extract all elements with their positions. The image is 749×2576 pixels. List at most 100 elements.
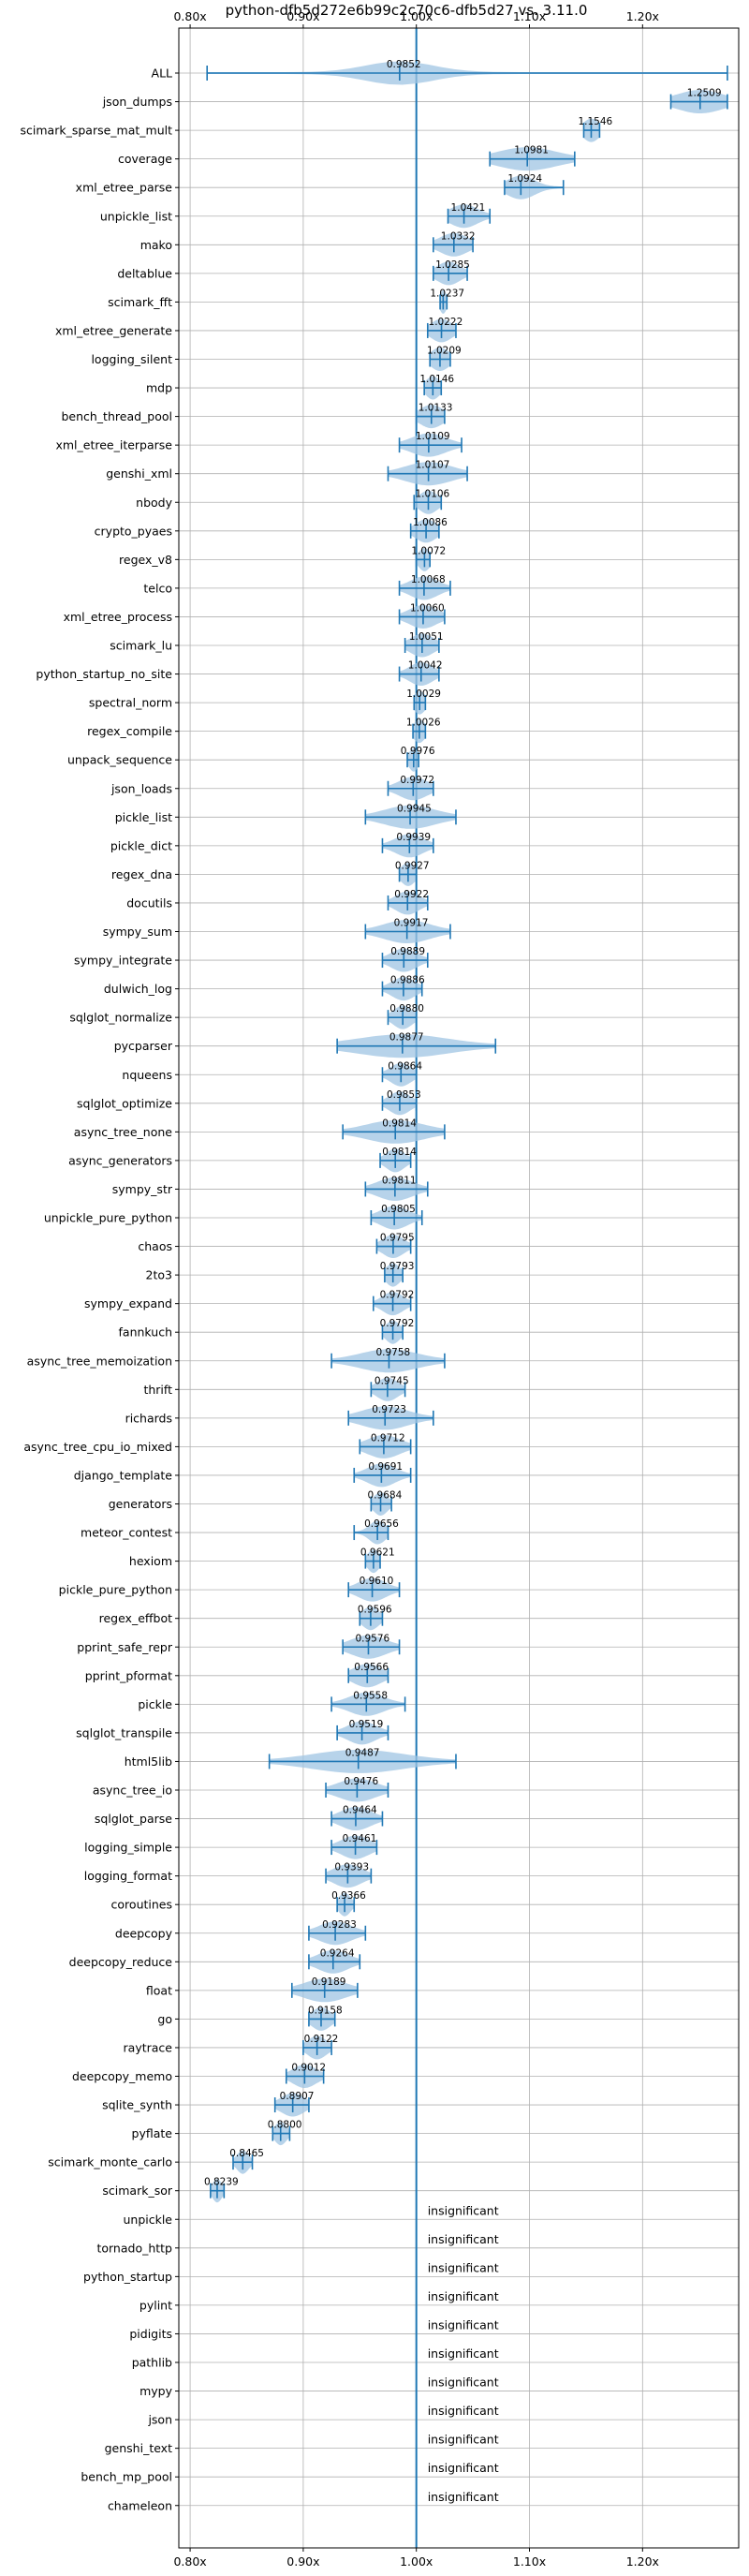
- benchmark-label: sympy_sum: [103, 925, 172, 939]
- insignificant-label: insignificant: [428, 2347, 499, 2361]
- benchmark-label: scimark_lu: [110, 639, 172, 653]
- value-label: 0.9464: [343, 1805, 377, 1816]
- benchmark-label: dulwich_log: [104, 982, 172, 996]
- x-tick-label-top: 0.90x: [286, 9, 319, 23]
- benchmark-label: raytrace: [124, 2040, 173, 2054]
- x-tick-label-bottom: 0.80x: [173, 2554, 206, 2569]
- value-label: 0.9558: [353, 1690, 388, 1701]
- insignificant-label: insignificant: [428, 2433, 499, 2447]
- benchmark-label: sympy_expand: [84, 1296, 172, 1310]
- benchmark-label: scimark_sor: [102, 2184, 172, 2198]
- benchmark-label: regex_effbot: [99, 1611, 172, 1625]
- benchmark-label: generators: [109, 1497, 172, 1511]
- value-label: 1.2509: [687, 88, 722, 99]
- value-label: 0.9758: [375, 1347, 410, 1358]
- value-label: 0.9793: [380, 1261, 415, 1272]
- value-label: 1.0332: [441, 230, 476, 242]
- benchmark-label: regex_v8: [119, 553, 172, 567]
- value-label: 0.9158: [308, 2005, 343, 2016]
- x-tick-label-top: 1.20x: [626, 9, 659, 23]
- benchmark-label: mypy: [140, 2384, 173, 2398]
- benchmark-label: chaos: [138, 1239, 172, 1253]
- value-label: 0.9393: [334, 1862, 369, 1873]
- insignificant-label: insignificant: [428, 2461, 499, 2475]
- label-layer: 0.9852 1.2509 1.1546 1.0981 1.0924 1.0421 1.03…: [204, 59, 722, 2504]
- insignificant-label: insignificant: [428, 2317, 499, 2332]
- value-label: 0.9972: [400, 775, 434, 786]
- benchmark-label: pathlib: [132, 2356, 172, 2370]
- value-label: 0.9576: [355, 1633, 389, 1644]
- x-tick-label-top: 1.00x: [400, 9, 433, 23]
- value-label: 0.9745: [374, 1375, 409, 1386]
- benchmark-label: chameleon: [108, 2498, 172, 2512]
- benchmark-label: async_generators: [68, 1153, 172, 1167]
- insignificant-label: insignificant: [428, 2376, 499, 2390]
- value-label: 1.0106: [416, 488, 450, 499]
- benchmark-label: async_tree_cpu_io_mixed: [23, 1440, 172, 1454]
- insignificant-label: insignificant: [428, 2490, 499, 2504]
- x-tick-label-top: 1.10x: [513, 9, 546, 23]
- insignificant-label: insignificant: [428, 2289, 499, 2303]
- benchmark-label: ALL: [152, 67, 173, 81]
- benchmark-label: sqlglot_normalize: [69, 1011, 172, 1025]
- value-label: 1.0981: [514, 145, 549, 156]
- benchmark-label: fannkuch: [119, 1325, 172, 1340]
- benchmark-label: pickle_dict: [110, 838, 172, 852]
- benchmark-label: hexiom: [129, 1554, 172, 1568]
- value-label: 0.9476: [344, 1776, 378, 1787]
- value-label: 1.1546: [578, 116, 612, 127]
- value-label: 0.9122: [304, 2034, 339, 2045]
- value-label: 0.9917: [394, 918, 429, 929]
- benchmark-label: telco: [143, 581, 172, 595]
- value-label: 0.8907: [280, 2091, 315, 2102]
- benchmark-label: sqlglot_transpile: [76, 1725, 172, 1740]
- value-label: 0.9684: [368, 1490, 403, 1502]
- insignificant-label: insignificant: [428, 2404, 499, 2418]
- benchmark-label: deepcopy: [115, 1926, 173, 1940]
- benchmark-label: richards: [125, 1411, 172, 1425]
- value-label: 0.9976: [401, 746, 435, 757]
- value-label: 1.0209: [427, 346, 462, 357]
- value-label: 1.0026: [406, 718, 441, 729]
- benchmark-label: pickle_list: [115, 810, 172, 824]
- value-label: 1.0109: [416, 431, 450, 442]
- benchmark-label: pickle_pure_python: [59, 1583, 172, 1597]
- value-label: 1.0421: [451, 202, 486, 214]
- benchmark-label: deltablue: [117, 266, 172, 280]
- value-label: 1.0107: [416, 460, 450, 471]
- benchmark-label: xml_etree_generate: [55, 323, 172, 337]
- x-tick-label-bottom: 0.90x: [286, 2554, 319, 2569]
- value-label: 0.9712: [371, 1432, 405, 1443]
- benchmark-label: scimark_sparse_mat_mult: [21, 124, 173, 138]
- value-label: 1.0029: [406, 688, 441, 700]
- benchmark-label: html5lib: [125, 1754, 172, 1769]
- value-label: 1.0086: [413, 517, 448, 528]
- value-label: 0.9189: [312, 1976, 346, 1988]
- benchmark-label: crypto_pyaes: [95, 524, 172, 538]
- benchmark-label: spectral_norm: [89, 696, 172, 710]
- benchmark-label: nqueens: [122, 1068, 172, 1082]
- benchmark-label: django_template: [74, 1468, 173, 1482]
- benchmark-label: bench_thread_pool: [61, 409, 172, 423]
- insignificant-label: insignificant: [428, 2203, 499, 2217]
- value-label: 1.0042: [408, 660, 443, 672]
- value-label: 0.9792: [380, 1290, 415, 1301]
- value-label: 0.9723: [372, 1404, 406, 1415]
- value-label: 0.9621: [360, 1547, 395, 1559]
- benchmark-label: json: [147, 2413, 172, 2427]
- value-label: 0.9461: [343, 1833, 377, 1844]
- benchmark-label: tornado_http: [96, 2241, 172, 2255]
- benchmark-label: logging_silent: [91, 352, 172, 366]
- benchmark-label: async_tree_memoization: [27, 1354, 172, 1368]
- benchmark-label: mdp: [146, 381, 172, 395]
- chart-title: python-dfb5d272e6b99c2c70c6-dfb5d27 vs. …: [226, 2, 588, 19]
- value-label: 1.0068: [411, 574, 446, 585]
- plot-frame: [178, 27, 740, 2549]
- benchmark-label: json_loads: [110, 781, 172, 795]
- value-label: 1.0924: [507, 173, 542, 185]
- benchmark-label: python_startup_no_site: [36, 667, 172, 681]
- value-label: 0.9814: [382, 1118, 417, 1129]
- value-label: 0.8465: [229, 2148, 264, 2159]
- value-label: 0.9814: [382, 1147, 417, 1158]
